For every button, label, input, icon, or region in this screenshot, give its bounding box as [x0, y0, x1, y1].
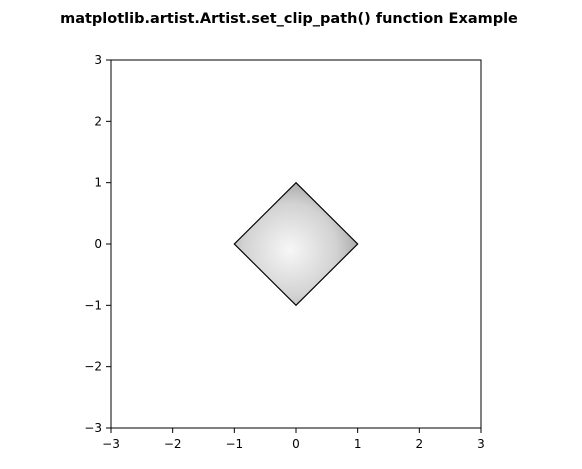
y-tick-label: −3: [84, 421, 102, 435]
axes: −3 −2 −1 0 1 2 3 −3 −2 −1 0 1 2 3: [84, 53, 485, 451]
x-tick-label: −2: [164, 437, 182, 451]
y-tick-label: 3: [94, 53, 102, 67]
x-tick-label: 3: [477, 437, 485, 451]
y-tick-label: 0: [94, 237, 102, 251]
y-tick-label: 2: [94, 114, 102, 128]
x-tick-label: −1: [225, 437, 243, 451]
x-tick-label: 1: [354, 437, 362, 451]
x-tick-label: −3: [102, 437, 120, 451]
y-tick-label: 1: [94, 176, 102, 190]
x-tick-label: 0: [292, 437, 300, 451]
y-axis-ticks: −3 −2 −1 0 1 2 3: [84, 53, 111, 435]
x-axis-ticks: −3 −2 −1 0 1 2 3: [102, 428, 485, 451]
x-tick-label: 2: [416, 437, 424, 451]
chart-title: matplotlib.artist.Artist.set_clip_path()…: [60, 11, 518, 27]
clipped-diamond-patch: [233, 181, 359, 307]
y-tick-label: −1: [84, 298, 102, 312]
y-tick-label: −2: [84, 360, 102, 374]
